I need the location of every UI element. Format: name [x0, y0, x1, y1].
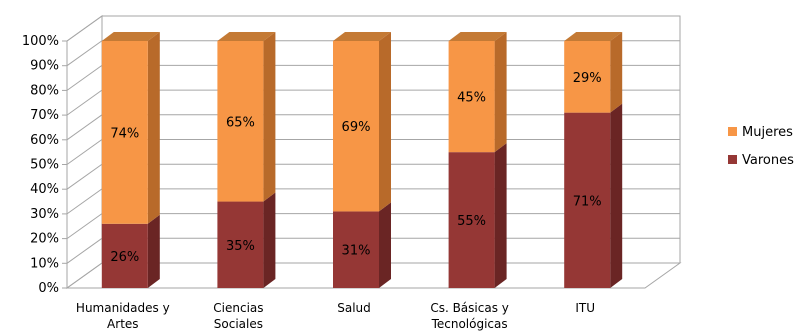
bar-top [217, 32, 276, 41]
bar-front [564, 112, 611, 288]
legend: Mujeres Varones [728, 125, 794, 168]
bar-varones-2 [217, 192, 276, 288]
bar-front [448, 41, 495, 153]
y-tick-label: 70% [30, 108, 59, 123]
bar-side [263, 32, 276, 202]
data-label-varones-4: 55% [457, 214, 486, 229]
legend-item-varones: Varones [728, 153, 794, 168]
data-label-varones-3: 31% [342, 244, 371, 259]
bar-front [217, 41, 264, 202]
bar-mujeres-1 [101, 32, 160, 224]
bar-varones-5 [564, 103, 623, 288]
bar-front [101, 223, 148, 288]
data-label-varones-2: 35% [226, 239, 255, 254]
bar-front [564, 41, 611, 113]
bar-varones-3 [333, 202, 391, 288]
bars [101, 32, 623, 288]
y-tick-label: 60% [30, 133, 59, 148]
category-label-4: Cs. Básicas y [430, 301, 509, 315]
bar-side [379, 32, 391, 212]
x-axis-categories: Humanidades y Artes Ciencias Sociales Salud C… [76, 301, 595, 331]
y-tick-label: 90% [30, 59, 59, 74]
data-label-mujeres-5: 29% [573, 71, 602, 86]
category-label-1: Humanidades y [76, 301, 170, 315]
bar-mujeres-2 [217, 32, 276, 202]
bar-side [263, 192, 276, 288]
bar-side [147, 214, 160, 288]
bar-front [101, 41, 148, 224]
category-label-4: Tecnológicas [431, 317, 508, 331]
bar-front [448, 152, 495, 288]
bar-side [610, 32, 623, 113]
legend-label: Mujeres [742, 125, 793, 140]
bar-top [333, 32, 391, 41]
bar-varones-1 [101, 214, 160, 288]
bar-top [564, 32, 623, 41]
y-tick-label: 40% [30, 182, 59, 197]
bar-side [610, 103, 623, 288]
data-label-varones-1: 26% [110, 250, 139, 265]
y-tick-label: 80% [30, 83, 59, 98]
bar-front [333, 41, 379, 212]
data-label-varones-5: 71% [573, 194, 602, 209]
data-label-mujeres-2: 65% [226, 115, 255, 130]
bar-mujeres-3 [333, 32, 391, 212]
data-label-mujeres-4: 45% [457, 91, 486, 106]
y-tick-label: 10% [30, 256, 59, 271]
legend-swatch [728, 155, 737, 164]
legend-label: Varones [742, 153, 794, 168]
y-tick-label: 30% [30, 207, 59, 222]
bar-top [101, 32, 160, 41]
gridline [66, 15, 680, 42]
category-label-5: ITU [575, 301, 595, 315]
bar-side [494, 32, 507, 153]
y-axis-ticks: 0% 10% 20% 30% 40% 50% 60% 70% 80% 90% 100% [22, 34, 67, 296]
bar-front [217, 201, 264, 288]
y-tick-label: 100% [22, 34, 59, 49]
y-tick-label: 20% [30, 232, 59, 247]
y-tick-label: 50% [30, 158, 59, 173]
bar-side [147, 32, 160, 224]
bar-side [494, 143, 507, 288]
legend-swatch [728, 127, 737, 136]
bar-mujeres-5 [564, 32, 623, 113]
data-label-mujeres-1: 74% [110, 126, 139, 141]
category-label-2: Ciencias [213, 301, 263, 315]
bar-mujeres-4 [448, 32, 507, 153]
bar-varones-4 [448, 143, 507, 288]
y-tick-label: 0% [38, 281, 59, 296]
data-label-mujeres-3: 69% [342, 120, 371, 135]
bar-side [379, 202, 391, 288]
category-label-1: Artes [107, 317, 138, 331]
category-label-3: Salud [337, 301, 371, 315]
bar-front [333, 211, 379, 288]
legend-item-mujeres: Mujeres [728, 125, 793, 140]
category-label-2: Sociales [214, 317, 263, 331]
data-labels: 26% 74% 35% 65% 31% 69% 55% 45% 71% 29% [110, 71, 601, 265]
bar-top [448, 32, 507, 41]
